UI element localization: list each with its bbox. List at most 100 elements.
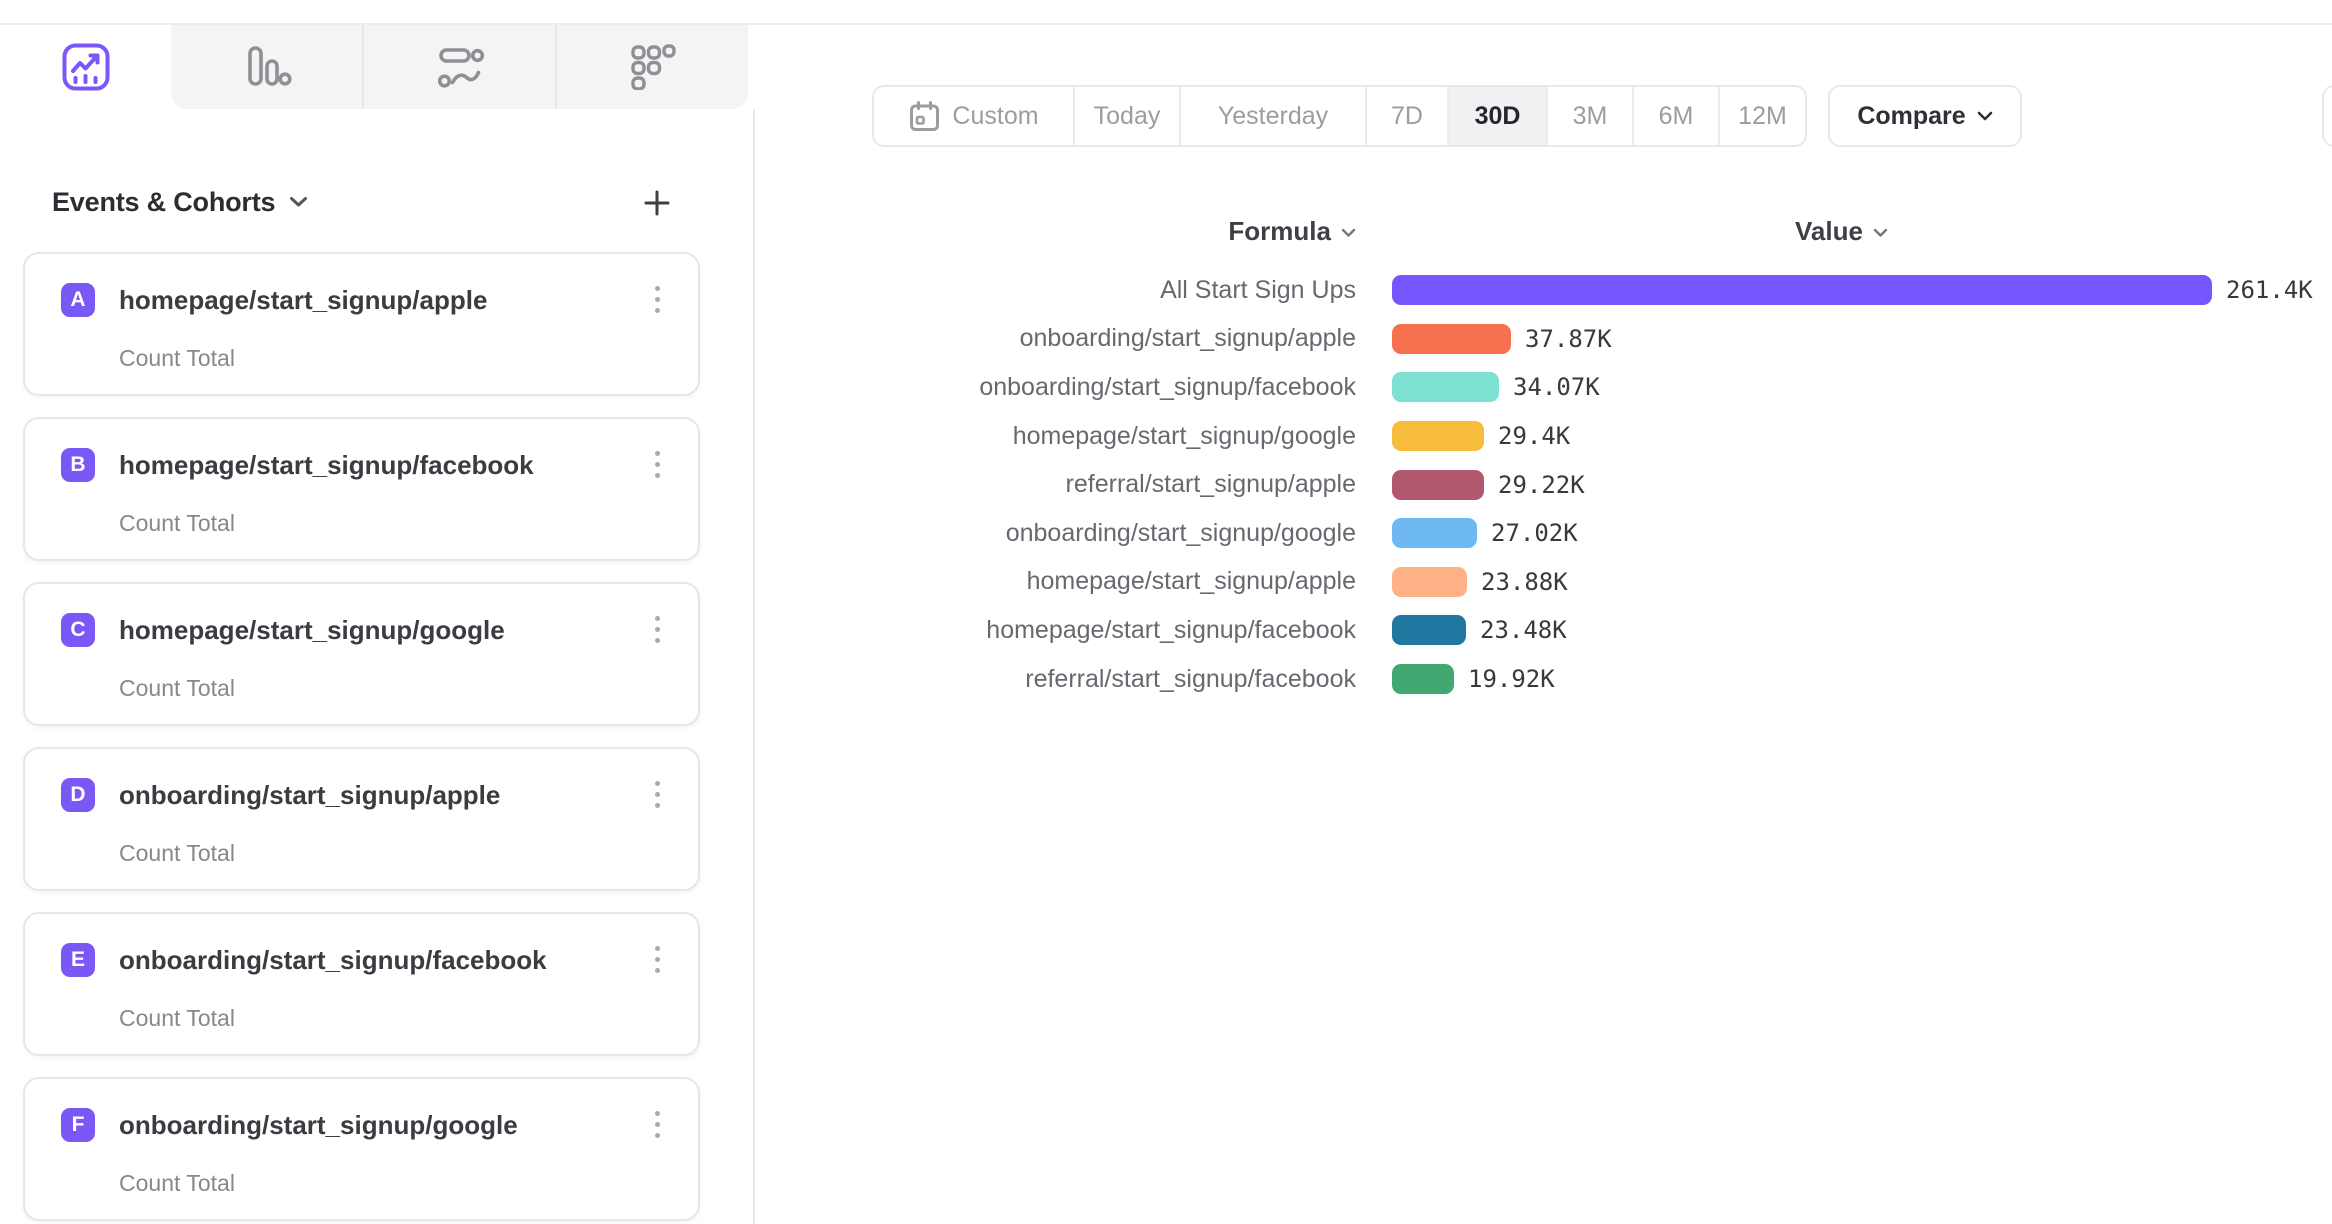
chevron-down-icon [1341, 228, 1356, 238]
bar[interactable] [1392, 664, 1454, 695]
bar-row: homepage/start_signup/apple 23.88K [755, 558, 2332, 607]
bar-row: referral/start_signup/facebook 19.92K [755, 655, 2332, 704]
bar-row-label: referral/start_signup/facebook [1025, 664, 1356, 693]
event-letter-badge: C [61, 613, 95, 647]
dot-grid-icon [630, 44, 676, 90]
date-range-option[interactable]: Custom [874, 87, 1073, 145]
event-letter-badge: F [61, 1108, 95, 1142]
bar-row: referral/start_signup/apple 29.22K [755, 460, 2332, 509]
event-letter-badge: B [61, 448, 95, 482]
bar-chart: All Start Sign Ups 261.4K onboarding/sta… [755, 266, 2332, 703]
bar-value: 29.4K [1498, 422, 1571, 451]
bar-row-label: homepage/start_signup/facebook [986, 615, 1356, 644]
bar-value: 27.02K [1491, 519, 1578, 548]
value-column-header[interactable]: Value [1795, 216, 1888, 247]
event-letter-badge: A [61, 283, 95, 317]
compare-button[interactable]: Compare [1828, 85, 2022, 147]
date-range-label: 12M [1738, 101, 1787, 130]
date-range-label: 7D [1391, 101, 1423, 130]
bar-row-label: All Start Sign Ups [1160, 275, 1356, 304]
bar[interactable] [1392, 275, 2212, 306]
date-range-label: 30D [1474, 101, 1521, 130]
top-divider [0, 23, 2332, 25]
event-metric[interactable]: Count Total [119, 1005, 235, 1031]
kebab-menu-icon[interactable] [651, 1107, 664, 1142]
date-range-option[interactable]: Today [1073, 87, 1179, 145]
bar[interactable] [1392, 469, 1484, 500]
kebab-menu-icon[interactable] [651, 612, 664, 647]
event-name: homepage/start_signup/google [119, 615, 505, 645]
bar-row: onboarding/start_signup/facebook 34.07K [755, 363, 2332, 412]
bar-value: 261.4K [2226, 276, 2313, 305]
event-metric[interactable]: Count Total [119, 510, 235, 536]
event-metric[interactable]: Count Total [119, 675, 235, 701]
bar-row: onboarding/start_signup/google 27.02K [755, 509, 2332, 558]
event-letter-badge: E [61, 943, 95, 977]
bar-row: homepage/start_signup/facebook 23.48K [755, 606, 2332, 655]
event-card[interactable]: C homepage/start_signup/google Count Tot… [23, 582, 700, 726]
sidebar-divider [753, 109, 755, 1224]
bar-row-label: onboarding/start_signup/apple [1019, 324, 1356, 353]
tab-insights[interactable] [0, 25, 171, 109]
bar-row-label: referral/start_signup/apple [1065, 470, 1356, 499]
chevron-down-icon [289, 196, 308, 208]
date-range-control: Custom Today Yesterday 7D 30D 3M 6M 12M [872, 85, 1807, 147]
chart-type-tab-strip [171, 25, 748, 109]
event-name: onboarding/start_signup/facebook [119, 945, 547, 975]
bar[interactable] [1392, 323, 1511, 354]
event-metric[interactable]: Count Total [119, 840, 235, 866]
event-metric[interactable]: Count Total [119, 345, 235, 371]
events-cohorts-header[interactable]: Events & Cohorts [52, 184, 308, 220]
calendar-icon [908, 100, 941, 133]
event-name: homepage/start_signup/apple [119, 285, 488, 315]
bar[interactable] [1392, 518, 1477, 549]
event-card[interactable]: F onboarding/start_signup/google Count T… [23, 1077, 700, 1221]
bar-chart-icon [242, 42, 292, 92]
flow-icon [435, 42, 485, 92]
date-range-label: 6M [1658, 101, 1694, 130]
event-list: A homepage/start_signup/apple Count Tota… [23, 252, 700, 1224]
formula-column-header[interactable]: Formula [1180, 216, 1356, 247]
kebab-menu-icon[interactable] [651, 282, 664, 317]
date-range-option[interactable]: 7D [1365, 87, 1447, 145]
bar-row-label: onboarding/start_signup/facebook [979, 372, 1356, 401]
date-range-option[interactable]: 12M [1718, 87, 1805, 145]
date-range-option[interactable]: 30D [1447, 87, 1546, 145]
bar-value: 37.87K [1525, 324, 1612, 353]
event-metric[interactable]: Count Total [119, 1170, 235, 1196]
chevron-down-icon [1977, 111, 1993, 121]
bar-row-label: onboarding/start_signup/google [1005, 518, 1356, 547]
add-event-button[interactable] [638, 184, 676, 222]
event-card[interactable]: B homepage/start_signup/facebook Count T… [23, 417, 700, 561]
formula-header-label: Formula [1228, 216, 1331, 246]
bar-value: 19.92K [1468, 665, 1555, 694]
tab-funnels[interactable] [171, 25, 362, 109]
date-range-option[interactable]: 3M [1546, 87, 1632, 145]
date-range-option[interactable]: Yesterday [1179, 87, 1365, 145]
value-header-label: Value [1795, 216, 1863, 246]
kebab-menu-icon[interactable] [651, 777, 664, 812]
bar-row-label: homepage/start_signup/apple [1026, 567, 1356, 596]
clipped-toolbar-button[interactable] [2322, 85, 2332, 147]
bar[interactable] [1392, 566, 1467, 597]
tab-retention[interactable] [555, 25, 748, 109]
event-card[interactable]: D onboarding/start_signup/apple Count To… [23, 747, 700, 891]
bar[interactable] [1392, 372, 1499, 403]
date-range-label: Yesterday [1217, 101, 1329, 130]
tab-flows[interactable] [362, 25, 555, 109]
event-card[interactable]: E onboarding/start_signup/facebook Count… [23, 912, 700, 1056]
bar-row: onboarding/start_signup/apple 37.87K [755, 315, 2332, 364]
bar[interactable] [1392, 421, 1484, 452]
bar-value: 29.22K [1498, 470, 1585, 499]
date-range-option[interactable]: 6M [1632, 87, 1718, 145]
kebab-menu-icon[interactable] [651, 447, 664, 482]
bar[interactable] [1392, 615, 1466, 646]
events-cohorts-title: Events & Cohorts [52, 186, 276, 217]
event-name: onboarding/start_signup/google [119, 1110, 518, 1140]
bar-value: 34.07K [1513, 373, 1600, 402]
event-letter-badge: D [61, 778, 95, 812]
event-card[interactable]: A homepage/start_signup/apple Count Tota… [23, 252, 700, 396]
kebab-menu-icon[interactable] [651, 942, 664, 977]
bar-value: 23.48K [1480, 616, 1567, 645]
compare-label: Compare [1857, 101, 1966, 130]
